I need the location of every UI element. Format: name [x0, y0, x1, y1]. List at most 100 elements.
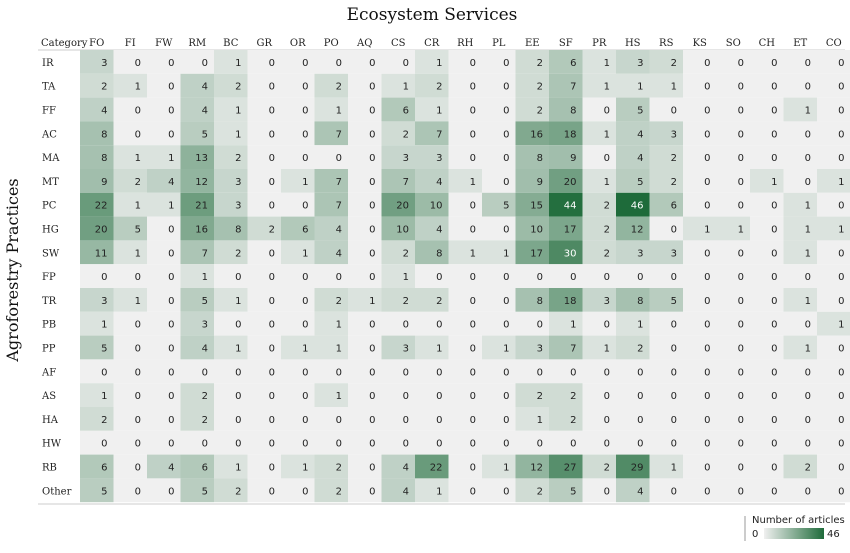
cell-value-label: 1 [436, 106, 442, 117]
heatmap-cell [683, 97, 717, 122]
cell-value-label: 0 [771, 486, 777, 497]
heatmap-cell [147, 216, 181, 241]
heatmap-cell [415, 383, 449, 407]
heatmap-cell [281, 216, 315, 241]
cell-value-label: 0 [235, 320, 241, 331]
heatmap-cell [180, 383, 214, 407]
cell-value-label: 1 [202, 272, 208, 283]
cell-value-label: 0 [838, 367, 844, 378]
cell-value-label: 1 [436, 344, 442, 355]
heatmap-cell [247, 311, 281, 336]
heatmap-cell [683, 335, 717, 360]
cell-value-label: 2 [570, 415, 576, 426]
cell-value-label: 0 [168, 415, 174, 426]
cell-value-label: 2 [101, 82, 107, 93]
heatmap-cell [582, 359, 616, 384]
cell-value-label: 0 [537, 272, 543, 283]
heatmap-cell [180, 216, 214, 241]
heatmap-cell [783, 335, 817, 360]
heatmap-cell [415, 97, 449, 122]
cell-value-label: 18 [564, 296, 577, 307]
heatmap-cell [448, 73, 482, 98]
heatmap-cell [482, 430, 516, 455]
x-tick-label: EE [525, 38, 540, 49]
y-tick-label: AS [41, 391, 56, 402]
cell-value-label: 0 [671, 486, 677, 497]
cell-value-label: 8 [235, 225, 241, 236]
heatmap-cell [549, 97, 583, 122]
y-tick-label: TA [42, 82, 56, 93]
y-tick-label: Other [42, 486, 72, 497]
y-tick-label: MA [42, 153, 60, 164]
cell-value-label: 0 [168, 58, 174, 69]
heatmap-cell [381, 264, 415, 288]
heatmap-cell [716, 335, 750, 360]
cell-value-label: 2 [436, 296, 442, 307]
heatmap-cell [214, 407, 248, 431]
cell-value-label: 0 [369, 106, 375, 117]
cell-value-label: 1 [235, 129, 241, 140]
heatmap-cell [214, 311, 248, 336]
heatmap-cell [448, 192, 482, 217]
heatmap-cell [817, 264, 850, 288]
cell-value-label: 8 [101, 129, 107, 140]
heatmap-cell [113, 407, 147, 431]
heatmap-cell [649, 145, 683, 169]
heatmap-cell [582, 216, 616, 241]
heatmap-cell [616, 97, 650, 122]
cell-value-label: 0 [470, 225, 476, 236]
cell-value-label: 0 [704, 367, 710, 378]
cell-value-label: 4 [168, 177, 174, 188]
cell-value-label: 1 [637, 82, 643, 93]
heatmap-cell [448, 311, 482, 336]
cell-value-label: 9 [101, 177, 107, 188]
heatmap-cell [783, 240, 817, 265]
heatmap-cell [482, 50, 516, 74]
heatmap-cell [80, 264, 114, 288]
cell-value-label: 0 [805, 82, 811, 93]
cell-value-label: 2 [604, 463, 610, 474]
heatmap-cell [549, 311, 583, 336]
heatmap-cell [214, 454, 248, 479]
cell-value-label: 0 [537, 367, 543, 378]
heatmap-cell [649, 50, 683, 74]
cell-value-label: 0 [470, 272, 476, 283]
cell-value-label: 0 [369, 439, 375, 450]
heatmap-cell [381, 288, 415, 312]
heatmap-cell [247, 169, 281, 193]
cell-value-label: 0 [671, 320, 677, 331]
heatmap-cell [783, 264, 817, 288]
cell-value-label: 15 [530, 201, 543, 212]
heatmap-cell [582, 145, 616, 169]
cell-value-label: 2 [336, 82, 342, 93]
heatmap-cell [415, 192, 449, 217]
cell-value-label: 1 [101, 320, 107, 331]
cell-value-label: 1 [302, 248, 308, 259]
heatmap-cell [549, 359, 583, 384]
heatmap-cell [683, 454, 717, 479]
heatmap-cell [716, 121, 750, 146]
heatmap-cell [515, 478, 549, 503]
cell-value-label: 0 [168, 82, 174, 93]
cell-value-label: 0 [168, 225, 174, 236]
cell-value-label: 0 [838, 296, 844, 307]
cell-value-label: 0 [771, 415, 777, 426]
heatmap-cell [214, 145, 248, 169]
cell-value-label: 0 [302, 201, 308, 212]
heatmap-cell [716, 383, 750, 407]
cell-value-label: 0 [369, 82, 375, 93]
heatmap-cell [817, 430, 850, 455]
heatmap-cell [247, 50, 281, 74]
heatmap-cell [80, 407, 114, 431]
heatmap-cell [247, 240, 281, 265]
cell-value-label: 3 [101, 58, 107, 69]
cell-value-label: 3 [537, 344, 543, 355]
heatmap-cell [616, 73, 650, 98]
cell-value-label: 0 [604, 106, 610, 117]
heatmap-cell [515, 240, 549, 265]
cell-value-label: 1 [336, 320, 342, 331]
heatmap-cell [180, 311, 214, 336]
cell-value-label: 0 [269, 82, 275, 93]
heatmap-cell [214, 478, 248, 503]
heatmap-cell [817, 383, 850, 407]
